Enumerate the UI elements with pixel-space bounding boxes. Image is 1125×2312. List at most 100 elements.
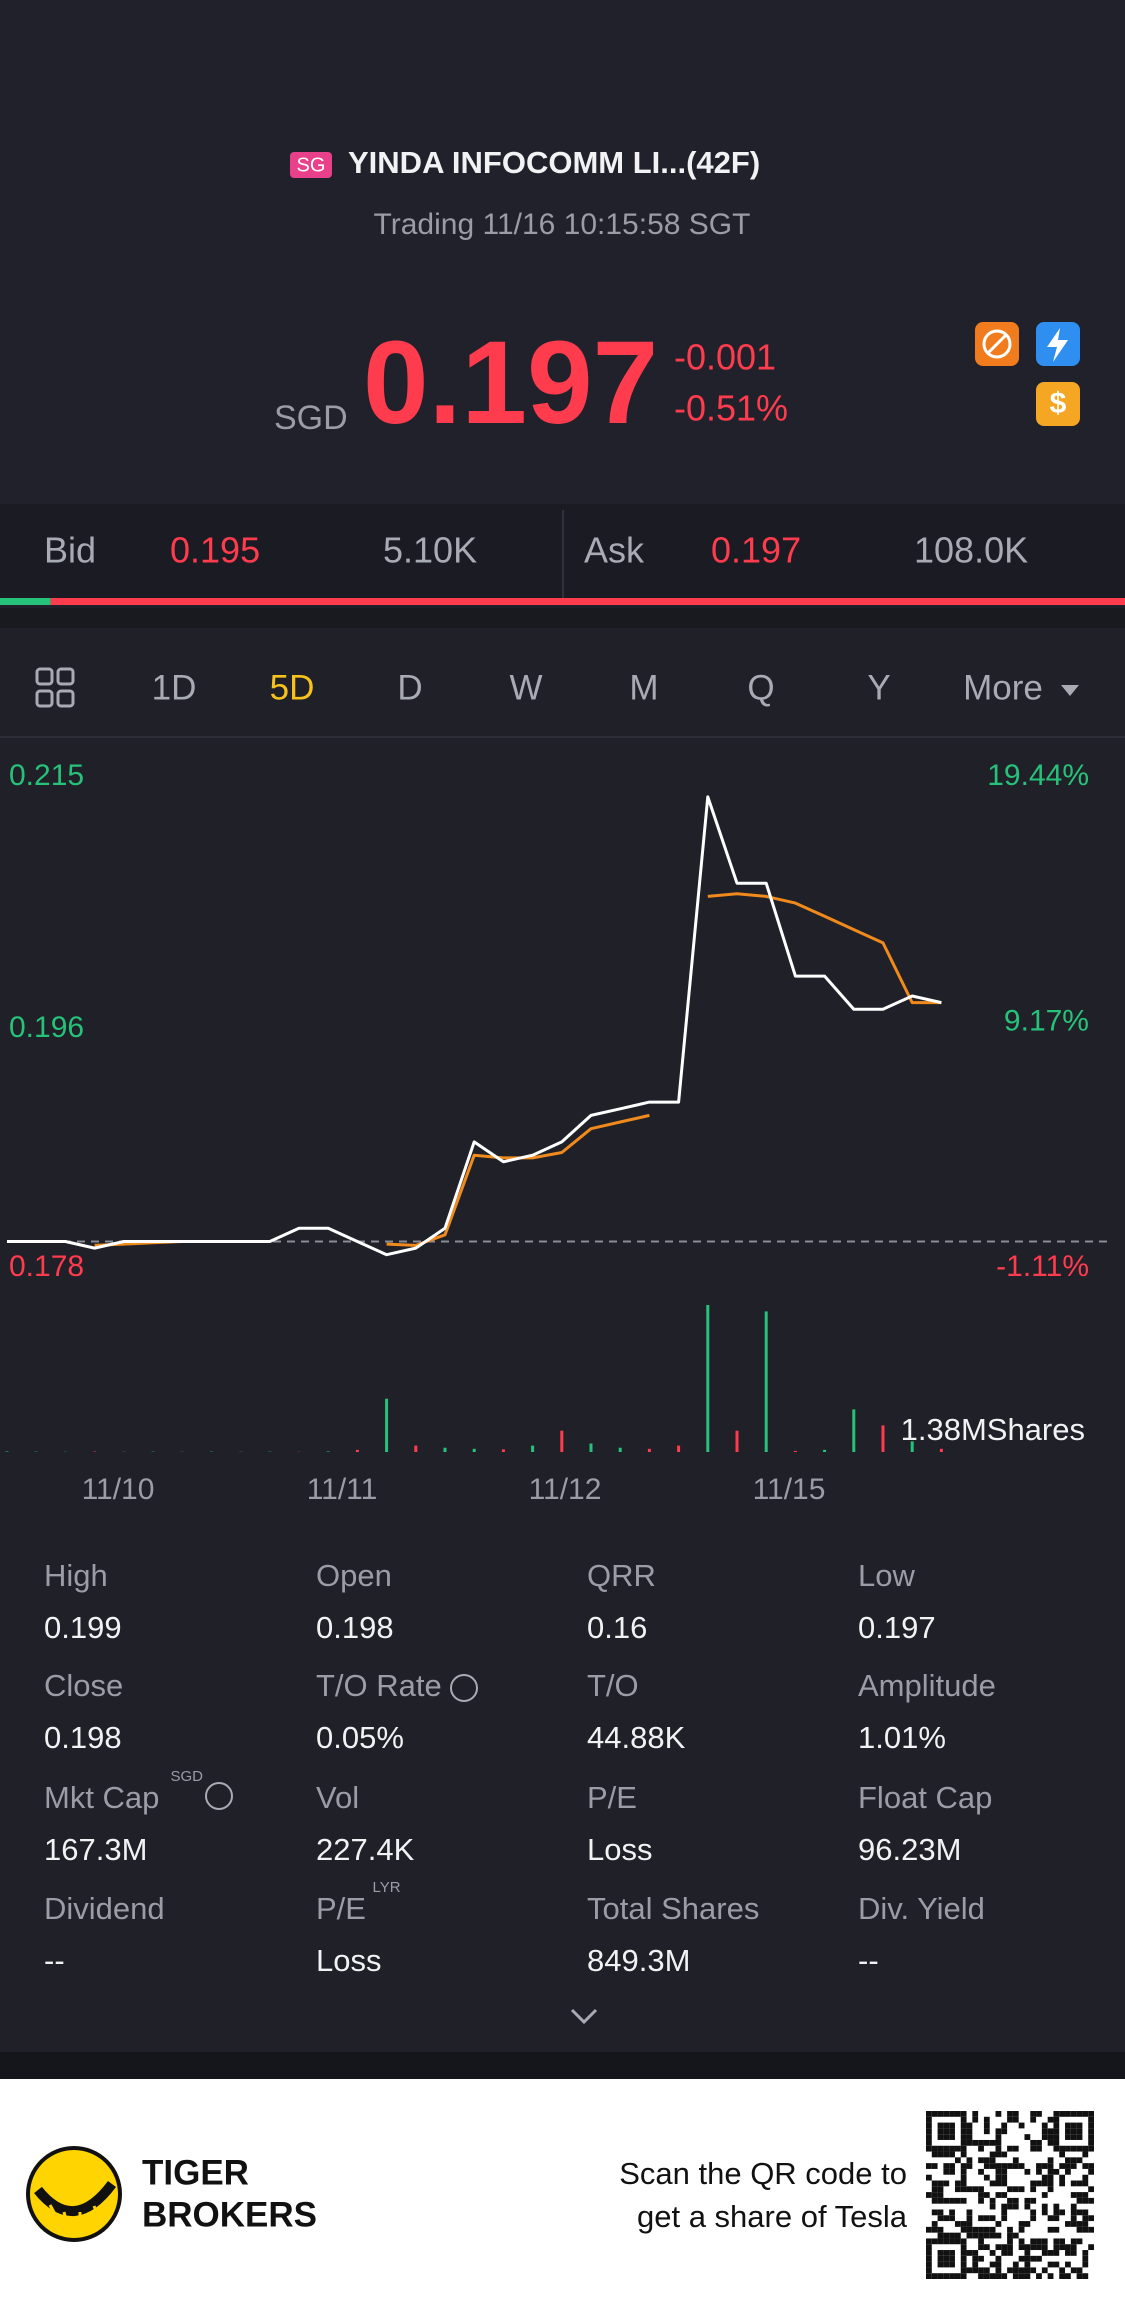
tab[interactable]: Q: [747, 668, 774, 707]
tab[interactable]: 5D: [270, 668, 315, 707]
qr-cell: [1007, 2238, 1013, 2245]
qr-cell: [1076, 2134, 1083, 2140]
volume-bar: [735, 1430, 739, 1452]
qr-cell: [949, 2261, 955, 2268]
qr-cell: [1070, 2163, 1077, 2169]
qr-cell: [960, 2186, 967, 2193]
info-icon[interactable]: [205, 1782, 233, 1810]
qr-cell: [1030, 2145, 1037, 2152]
qr-cell: [1024, 2221, 1031, 2227]
qr-cell: [931, 2163, 938, 2169]
trading-status: Trading 11/16 10:15:58 SGT: [374, 208, 751, 241]
stat-label: Float Cap: [858, 1780, 992, 1815]
qr-cell: [1007, 2116, 1013, 2123]
x-tick-label: 11/11: [307, 1473, 378, 1506]
qr-cell: [966, 2226, 973, 2233]
qr-cell: [960, 2273, 967, 2279]
y-tick-label: 0.215: [9, 759, 84, 792]
qr-cell: [989, 2203, 996, 2210]
qr-cell: [1076, 2197, 1083, 2204]
expand-chevron[interactable]: [570, 2008, 598, 2025]
qr-cell: [1041, 2267, 1048, 2274]
tab[interactable]: D: [397, 668, 422, 707]
qr-cell: [931, 2226, 938, 2233]
qr-cell: [1088, 2226, 1094, 2233]
qr-cell: [1018, 2122, 1025, 2129]
qr-cell: [972, 2232, 979, 2239]
qr-cell: [1041, 2209, 1048, 2216]
qr-cell: [1088, 2134, 1094, 2140]
volume-bar: [589, 1443, 593, 1452]
qr-cell: [1070, 2267, 1077, 2274]
qr-cell: [1030, 2255, 1037, 2262]
qr-cell: [1076, 2192, 1083, 2198]
qr-cell: [1070, 2157, 1077, 2164]
qr-cell: [1001, 2122, 1008, 2129]
qr-cell: [960, 2163, 967, 2169]
qr-cell: [1076, 2267, 1083, 2274]
qr-cell: [1024, 2267, 1031, 2274]
qr-cell: [1053, 2128, 1060, 2135]
qr-cell: [949, 2151, 955, 2158]
tab[interactable]: Y: [867, 668, 890, 707]
y2-tick-label: 9.17%: [1004, 1004, 1089, 1037]
qr-cell: [1053, 2122, 1060, 2129]
qr-cell: [989, 2215, 996, 2222]
qr-cell: [926, 2273, 932, 2279]
qr-cell: [1082, 2261, 1089, 2268]
qr-cell: [1036, 2244, 1042, 2251]
qr-cell: [931, 2180, 938, 2187]
qr-cell: [978, 2186, 984, 2193]
tab[interactable]: More: [963, 668, 1043, 707]
stat-value: 0.198: [44, 1720, 122, 1755]
price: 0.197: [363, 317, 658, 449]
qr-cell: [966, 2139, 973, 2146]
qr-cell: [989, 2226, 996, 2233]
volume-bar: [355, 1449, 359, 1452]
qr-cell: [1053, 2215, 1060, 2222]
qr-cell: [1001, 2244, 1008, 2251]
qr-cell: [960, 2139, 967, 2146]
qr-cell: [931, 2238, 938, 2245]
qr-cell: [978, 2139, 984, 2146]
qr-cell: [1065, 2273, 1071, 2279]
price-line: [94, 892, 942, 1247]
qr-cell: [1007, 2226, 1013, 2233]
qr-cell: [966, 2163, 973, 2169]
qr-cell: [995, 2180, 1002, 2187]
qr-cell: [926, 2116, 932, 2123]
qr-cell: [937, 2122, 944, 2129]
qr-cell: [1053, 2139, 1060, 2146]
promo: Scan the QR code to: [619, 2156, 907, 2191]
qr-cell: [1088, 2244, 1094, 2251]
tab[interactable]: W: [509, 668, 542, 707]
qr-cell: [949, 2145, 955, 2152]
qr-cell: [1076, 2273, 1083, 2279]
tab[interactable]: 1D: [152, 668, 197, 707]
qr-cell: [978, 2255, 984, 2262]
qr-cell: [1082, 2209, 1089, 2216]
qr-cell: [1047, 2157, 1054, 2164]
stat-value: 1.01%: [858, 1720, 946, 1755]
qr-cell: [995, 2221, 1002, 2227]
qr-cell: [954, 2157, 961, 2164]
ask-price: 0.197: [711, 530, 801, 571]
volume-label: 1.38MShares: [901, 1412, 1085, 1447]
qr-cell: [1036, 2163, 1042, 2169]
qr-cell: [1053, 2244, 1060, 2251]
tab[interactable]: M: [629, 668, 658, 707]
qr-cell: [989, 2139, 996, 2146]
qr-cell: [943, 2250, 950, 2256]
qr-cell: [978, 2232, 984, 2239]
qr-cell: [926, 2145, 932, 2152]
qr-cell: [949, 2122, 955, 2129]
grid-icon[interactable]: [35, 667, 75, 708]
qr-cell: [949, 2111, 955, 2117]
qr-cell: [943, 2122, 950, 2129]
stat-label: P/E: [316, 1891, 366, 1926]
info-icon[interactable]: [450, 1674, 478, 1702]
qr-cell: [937, 2186, 944, 2193]
qr-cell: [1065, 2250, 1071, 2256]
qr-cell: [966, 2209, 973, 2216]
